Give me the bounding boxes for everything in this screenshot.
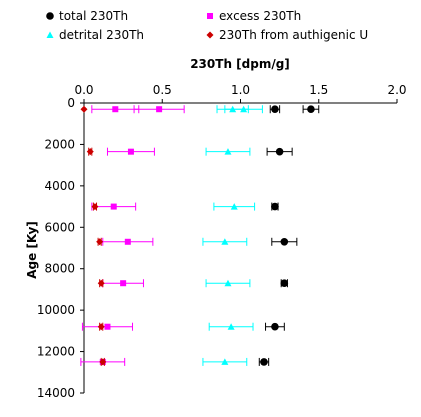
legend-label: detrital 230Th <box>59 28 144 42</box>
y-tick-label: 14000 <box>37 386 75 400</box>
data-point <box>307 105 315 114</box>
data-point <box>224 279 232 287</box>
y-axis-title: Age [Ky] <box>25 221 39 279</box>
series-total-230th <box>258 105 320 366</box>
legend-item-detrital-230th: detrital 230Th <box>46 28 144 42</box>
data-point <box>120 280 127 287</box>
data-point <box>221 358 229 365</box>
data-point <box>127 148 134 155</box>
data-point <box>156 106 163 113</box>
data-point <box>230 203 238 210</box>
legend-label: total 230Th <box>59 9 128 23</box>
series-230th-from-authigenic-u <box>80 105 107 366</box>
y-tick-label: 12000 <box>37 345 75 359</box>
data-point <box>260 358 268 366</box>
data-point <box>112 106 119 113</box>
data-point <box>80 105 88 113</box>
y-axis: 0 2000 4000 6000 8000 10000 12000 14000 <box>37 96 85 400</box>
data-point <box>86 148 94 156</box>
x-tick-label: 2.0 <box>387 83 406 97</box>
series-excess-230th <box>80 105 185 366</box>
data-point <box>227 323 235 330</box>
data-point <box>271 202 279 211</box>
x-tick-label: 1.0 <box>231 83 250 97</box>
data-point <box>97 279 105 287</box>
data-point <box>97 323 105 331</box>
x-tick-label: 0.5 <box>153 83 172 97</box>
legend-label: excess 230Th <box>219 9 301 23</box>
data-point <box>275 147 284 156</box>
data-point <box>110 203 117 210</box>
x-tick-label: 0.0 <box>74 83 93 97</box>
legend-label: 230Th from authigenic U <box>219 28 368 42</box>
y-tick-label: 0 <box>67 96 75 110</box>
data-point <box>99 358 107 366</box>
legend-marker <box>206 31 214 39</box>
data-point <box>271 322 279 331</box>
legend-item-230th-from-authigenic-u: 230Th from authigenic U <box>206 28 368 42</box>
data-point <box>229 105 237 113</box>
legend-marker <box>46 12 54 20</box>
data-point <box>104 323 111 330</box>
x-tick-label: 1.5 <box>309 83 328 97</box>
data-point <box>271 105 279 114</box>
data-point <box>280 279 289 288</box>
data-point <box>224 148 232 155</box>
legend-marker <box>207 13 213 19</box>
legend-item-excess-230th: excess 230Th <box>207 9 301 23</box>
y-tick-label: 6000 <box>44 220 75 234</box>
legend: total 230Th excess 230Th detrital 230Th 230… <box>46 9 368 42</box>
plot-area <box>80 105 320 366</box>
data-point <box>96 238 104 246</box>
x-axis-title: 230Th [dpm/g] <box>190 57 290 71</box>
y-tick-label: 4000 <box>44 179 75 193</box>
data-point <box>280 237 289 246</box>
data-point <box>91 203 99 211</box>
series-detrital-230th <box>202 105 263 366</box>
data-point <box>124 238 131 245</box>
data-point <box>221 238 229 245</box>
legend-item-total-230th: total 230Th <box>46 9 128 23</box>
y-tick-label: 2000 <box>44 137 75 151</box>
x-axis: 0.0 0.5 1.0 1.5 2.0 <box>74 83 407 104</box>
legend-marker <box>46 31 54 38</box>
y-tick-label: 8000 <box>44 262 75 276</box>
y-tick-label: 10000 <box>37 303 75 317</box>
